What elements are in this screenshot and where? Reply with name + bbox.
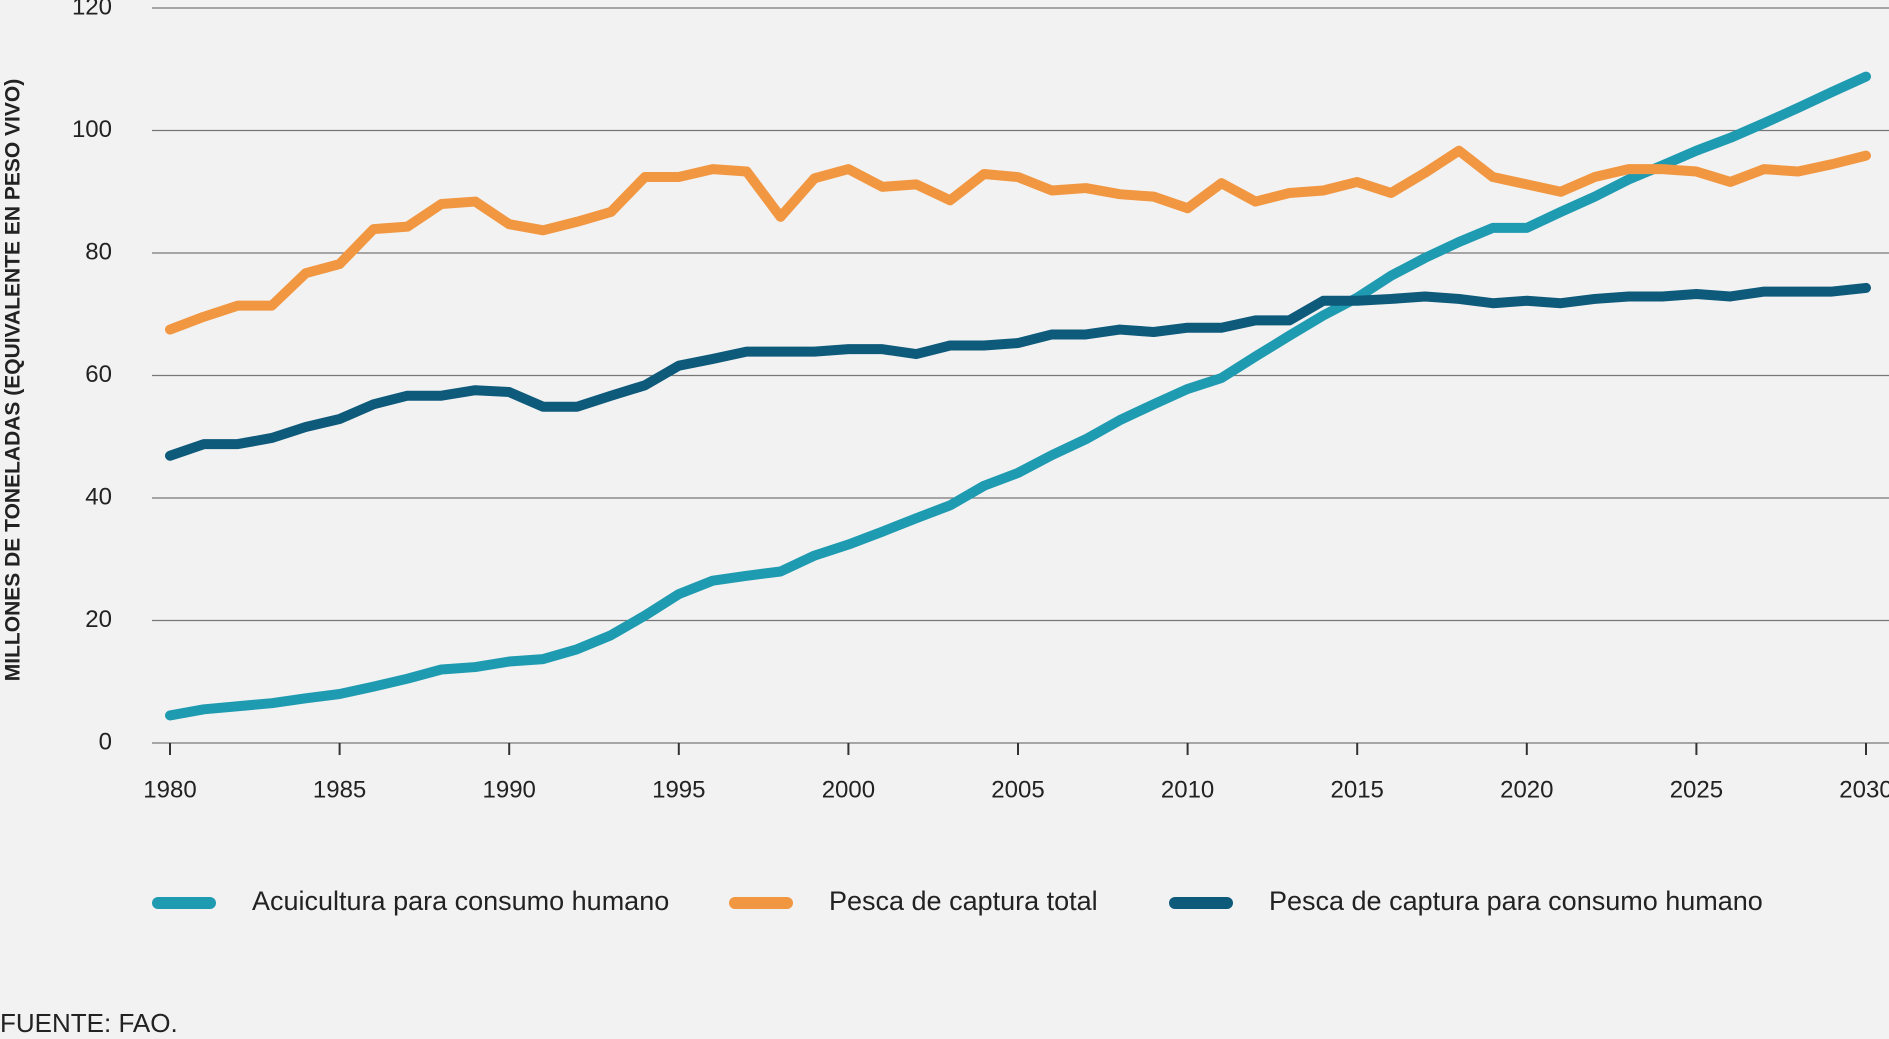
x-tick-label: 2010: [1161, 776, 1214, 803]
y-tick-label: 100: [72, 116, 112, 143]
x-tick-label: 2020: [1500, 776, 1553, 803]
x-tick-label: 1985: [313, 776, 366, 803]
x-tick-label: 2000: [822, 776, 875, 803]
series-line: [165, 282, 1871, 461]
x-tick-label: 2005: [991, 776, 1044, 803]
x-tick-label: 2025: [1670, 776, 1723, 803]
series-line: [165, 145, 1871, 335]
x-tick-label: 2030: [1839, 776, 1889, 803]
y-tick-label: 40: [85, 483, 112, 510]
y-axis-label: MILLONES DE TONELADAS (EQUIVALENTE EN PE…: [2, 79, 25, 681]
y-tick-label: 20: [85, 606, 112, 633]
x-tick-label: 1995: [652, 776, 705, 803]
source: FUENTE: FAO.: [0, 1008, 178, 1038]
y-tick-label: 60: [85, 361, 112, 388]
x-tick-label: 1990: [483, 776, 536, 803]
legend-label: Acuicultura para consumo humano: [252, 886, 669, 916]
y-tick-label: 120: [72, 0, 112, 20]
legend-label: Pesca de captura para consumo humano: [1269, 886, 1763, 916]
x-tick-label: 2015: [1331, 776, 1384, 803]
y-tick-label: 0: [99, 728, 112, 755]
x-tick-label: 1980: [143, 776, 196, 803]
legend-label: Pesca de captura total: [829, 886, 1098, 916]
y-tick-label: 80: [85, 238, 112, 265]
series-line: [165, 71, 1871, 721]
